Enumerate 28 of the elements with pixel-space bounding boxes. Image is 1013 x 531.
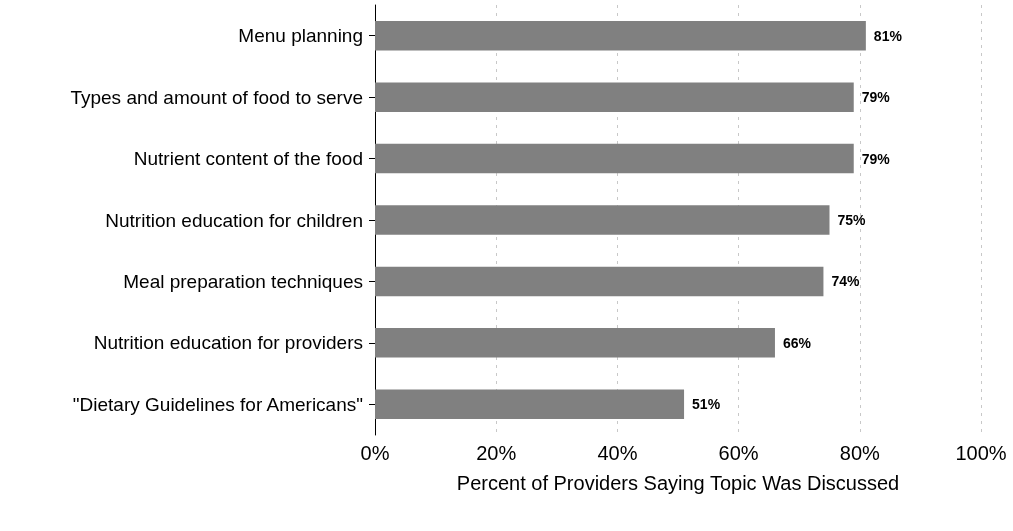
x-axis-title: Percent of Providers Saying Topic Was Discussed <box>456 472 900 494</box>
y-tick-label: "Dietary Guidelines for Americans" <box>72 393 363 415</box>
x-tick-label: 40% <box>597 442 638 464</box>
data-label: 66% <box>782 334 812 351</box>
y-tick-label: Nutrient content of the food <box>133 148 363 170</box>
x-tick-label: 100% <box>955 442 1007 464</box>
y-tick-label: Nutrition education for children <box>105 209 363 231</box>
data-label: 81% <box>873 27 903 44</box>
x-tick-label: 60% <box>718 442 759 464</box>
bar <box>375 143 854 174</box>
y-tick-label: Meal preparation techniques <box>123 270 363 292</box>
x-tick-label: 0% <box>360 442 390 464</box>
data-label: 51% <box>692 396 721 413</box>
y-tick-label: Types and amount of food to serve <box>70 86 363 108</box>
data-label: 79% <box>861 150 891 167</box>
bar <box>375 82 854 112</box>
y-tick-label: Menu planning <box>238 25 363 47</box>
bar <box>375 266 824 297</box>
x-tick-label: 20% <box>476 442 517 464</box>
y-tick-label: Nutrition education for providers <box>93 332 363 354</box>
bar <box>375 328 775 358</box>
data-label: 79% <box>861 89 891 106</box>
bar <box>375 20 866 51</box>
bar <box>375 389 685 420</box>
data-label: 74% <box>831 273 861 290</box>
x-tick-label: 80% <box>839 442 881 464</box>
bar <box>375 205 830 235</box>
data-label: 75% <box>837 212 867 228</box>
